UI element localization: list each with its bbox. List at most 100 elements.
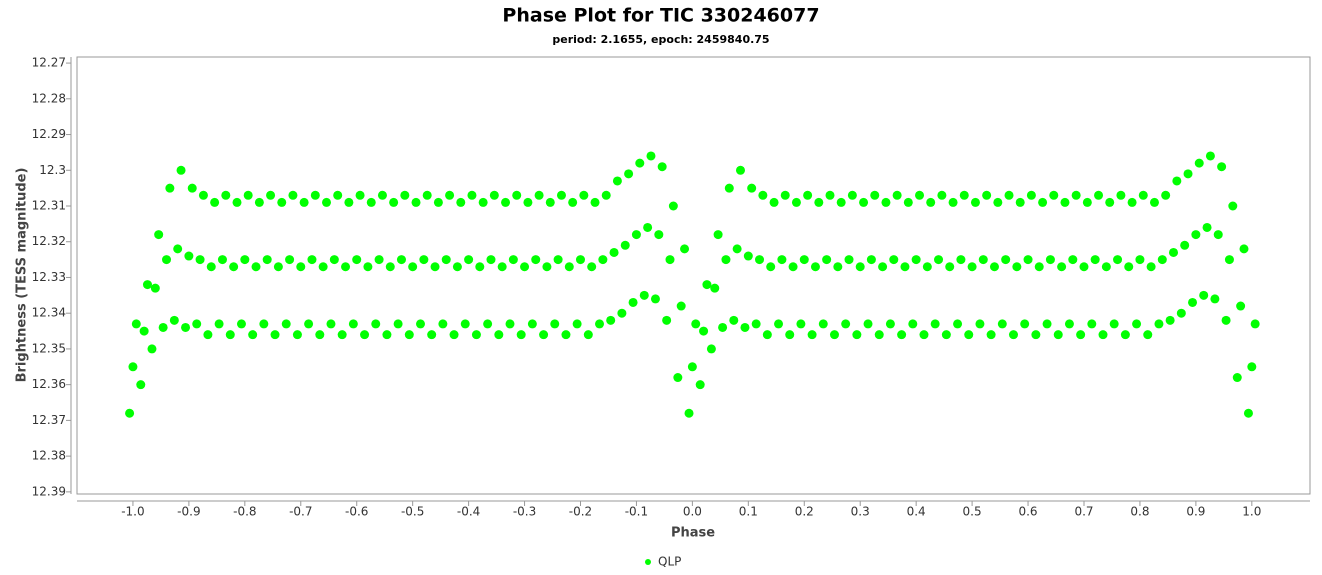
data-point bbox=[128, 362, 138, 372]
x-tick-label: 0.2 bbox=[795, 505, 814, 519]
data-point bbox=[1243, 408, 1253, 418]
data-point bbox=[1157, 255, 1167, 265]
data-point bbox=[814, 197, 824, 207]
y-tick-label: 12.27 bbox=[32, 56, 66, 70]
data-point bbox=[959, 190, 969, 200]
data-point bbox=[348, 319, 358, 329]
data-point bbox=[751, 319, 761, 329]
data-point bbox=[1053, 330, 1063, 340]
data-point bbox=[612, 176, 622, 186]
data-point bbox=[970, 197, 980, 207]
data-point bbox=[687, 362, 697, 372]
data-point bbox=[344, 197, 354, 207]
data-point bbox=[1020, 319, 1030, 329]
data-point bbox=[292, 330, 302, 340]
data-point bbox=[1076, 330, 1086, 340]
data-point bbox=[483, 319, 493, 329]
data-point bbox=[494, 330, 504, 340]
data-point bbox=[897, 330, 907, 340]
data-point bbox=[662, 315, 672, 325]
data-point bbox=[680, 244, 690, 254]
data-point bbox=[1105, 197, 1115, 207]
data-point bbox=[1098, 330, 1108, 340]
data-point bbox=[371, 319, 381, 329]
data-point bbox=[1172, 176, 1182, 186]
data-point bbox=[747, 183, 757, 193]
data-point bbox=[706, 344, 716, 354]
data-point bbox=[639, 290, 649, 300]
data-point bbox=[285, 255, 295, 265]
data-point bbox=[341, 262, 351, 272]
data-point bbox=[203, 330, 213, 340]
data-point bbox=[758, 190, 768, 200]
data-point bbox=[598, 255, 608, 265]
data-point bbox=[1113, 255, 1123, 265]
x-tick-label: 0.4 bbox=[907, 505, 926, 519]
data-point bbox=[225, 330, 235, 340]
data-point bbox=[1210, 294, 1220, 304]
data-point bbox=[945, 262, 955, 272]
data-point bbox=[982, 190, 992, 200]
data-point bbox=[501, 197, 511, 207]
data-point bbox=[956, 255, 966, 265]
data-point bbox=[165, 183, 175, 193]
data-point bbox=[1199, 290, 1209, 300]
plot-area bbox=[76, 56, 1311, 495]
data-point bbox=[825, 190, 835, 200]
data-point bbox=[624, 169, 634, 179]
x-tick-label: 0.5 bbox=[963, 505, 982, 519]
data-point bbox=[1183, 169, 1193, 179]
x-tick-label: -0.8 bbox=[233, 505, 256, 519]
data-point bbox=[310, 190, 320, 200]
data-point bbox=[150, 283, 160, 293]
data-point bbox=[855, 262, 865, 272]
data-point bbox=[452, 262, 462, 272]
data-point bbox=[1217, 162, 1227, 172]
data-point bbox=[229, 262, 239, 272]
data-point bbox=[822, 255, 832, 265]
y-tick-label: 12.28 bbox=[32, 91, 66, 105]
data-point bbox=[595, 319, 605, 329]
data-point bbox=[382, 330, 392, 340]
x-tick-label: 1.0 bbox=[1242, 505, 1261, 519]
data-point bbox=[520, 262, 530, 272]
data-point bbox=[147, 344, 157, 354]
data-point bbox=[198, 190, 208, 200]
data-point bbox=[986, 330, 996, 340]
data-point bbox=[322, 197, 332, 207]
x-tick-label: 0.7 bbox=[1074, 505, 1093, 519]
data-point bbox=[1180, 240, 1190, 250]
data-point bbox=[889, 255, 899, 265]
data-point bbox=[684, 408, 694, 418]
data-point bbox=[248, 330, 258, 340]
y-tick-label: 12.33 bbox=[32, 270, 66, 284]
data-point bbox=[1057, 262, 1067, 272]
data-point bbox=[497, 262, 507, 272]
data-point bbox=[531, 255, 541, 265]
data-point bbox=[408, 262, 418, 272]
x-tick-label: -0.3 bbox=[513, 505, 536, 519]
x-tick-label: -0.6 bbox=[345, 505, 368, 519]
data-point bbox=[1031, 330, 1041, 340]
data-point bbox=[587, 262, 597, 272]
data-point bbox=[142, 280, 152, 290]
data-point bbox=[1176, 308, 1186, 318]
data-point bbox=[650, 294, 660, 304]
data-point bbox=[1042, 319, 1052, 329]
data-point bbox=[1239, 244, 1249, 254]
data-point bbox=[788, 262, 798, 272]
data-point bbox=[411, 197, 421, 207]
data-point bbox=[445, 190, 455, 200]
data-point bbox=[911, 255, 921, 265]
data-point bbox=[464, 255, 474, 265]
data-point bbox=[262, 255, 272, 265]
data-point bbox=[993, 197, 1003, 207]
data-point bbox=[740, 322, 750, 332]
data-point bbox=[299, 197, 309, 207]
data-point bbox=[1060, 197, 1070, 207]
data-point bbox=[1127, 197, 1137, 207]
data-point bbox=[516, 330, 526, 340]
data-point bbox=[606, 315, 616, 325]
data-point bbox=[337, 330, 347, 340]
data-point bbox=[154, 230, 164, 240]
